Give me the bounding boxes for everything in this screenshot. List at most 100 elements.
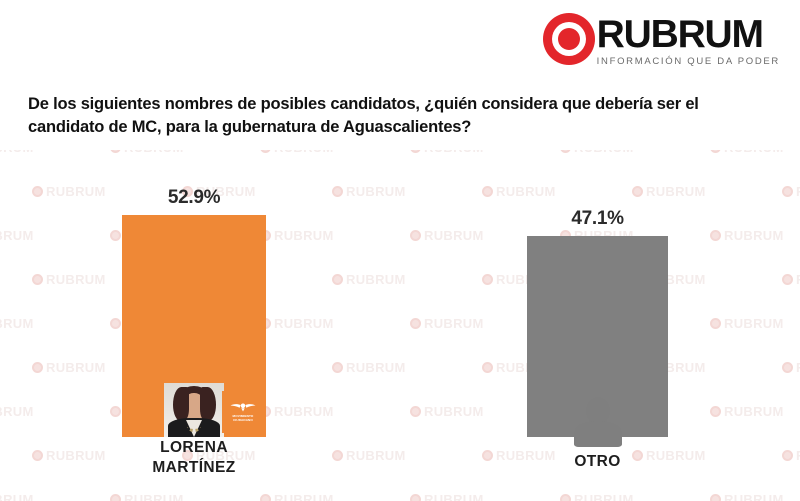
bar-lorena-martinez[interactable]: 52.9% MOVIMIENTO CIU [122, 187, 266, 437]
watermark-item: RUBRUM [482, 184, 556, 199]
watermark-item: RUBRUM [0, 492, 34, 501]
watermark-item: RUBRUM [410, 150, 484, 155]
watermark-item: RUBRUM [332, 184, 406, 199]
watermark-text: RUBRUM [46, 448, 106, 463]
watermark-item: RUBRUM [710, 404, 784, 419]
watermark-item: RUBRUM [782, 360, 800, 375]
watermark-text: RUBRUM [274, 316, 334, 331]
watermark-text: RUBRUM [0, 492, 34, 501]
watermark-text: RUBRUM [646, 184, 706, 199]
target-bullseye-icon [332, 274, 343, 285]
target-bullseye-icon [782, 362, 793, 373]
target-bullseye-icon [482, 362, 493, 373]
bar-value-lorena: 52.9% [167, 187, 221, 208]
target-bullseye-icon [782, 450, 793, 461]
watermark-item: RUBRUM [32, 272, 106, 287]
watermark-item: RUBRUM [710, 492, 784, 501]
target-bullseye-icon [332, 450, 343, 461]
watermark-text: RUBRUM [796, 448, 800, 463]
watermark-item: RUBRUM [182, 184, 256, 199]
bar-label-otro: OTRO [527, 452, 668, 472]
watermark-text: RUBRUM [496, 448, 556, 463]
bar-otro[interactable]: 47.1% [527, 208, 668, 447]
watermark-item: RUBRUM [0, 404, 34, 419]
watermark-item: RUBRUM [32, 184, 106, 199]
target-bullseye-icon [182, 186, 193, 197]
target-bullseye-icon [782, 186, 793, 197]
watermark-item: RUBRUM [632, 448, 706, 463]
watermark-item: RUBRUM [332, 272, 406, 287]
watermark-item: RUBRUM [632, 184, 706, 199]
watermark-item: RUBRUM [710, 228, 784, 243]
target-bullseye-icon [32, 186, 43, 197]
chart-area: RUBRUM RUBRUM RUBRUM RUBRUM RUBRUM RUBRUM RUBR… [0, 150, 800, 501]
bar-label-lorena: LORENA MARTÍNEZ [102, 438, 286, 478]
watermark-text: RUBRUM [796, 272, 800, 287]
watermark-text: RUBRUM [424, 404, 484, 419]
watermark-text: RUBRUM [796, 184, 800, 199]
watermark-item: RUBRUM [110, 150, 184, 155]
watermark-text: RUBRUM [274, 150, 334, 155]
watermark-item: RUBRUM [410, 404, 484, 419]
mc-logo-line2: CIUDADANO [233, 418, 253, 422]
target-bullseye-icon [410, 406, 421, 417]
watermark-item: RUBRUM [782, 184, 800, 199]
watermark-text: RUBRUM [724, 228, 784, 243]
bar-chart: 52.9% MOVIMIENTO CIU [0, 150, 800, 501]
watermark-text: RUBRUM [424, 228, 484, 243]
watermark-text: RUBRUM [724, 492, 784, 501]
target-bullseye-icon [410, 230, 421, 241]
watermark-text: RUBRUM [724, 150, 784, 155]
watermark-item: RUBRUM [0, 228, 34, 243]
target-bullseye-icon [110, 230, 121, 241]
watermark-item: RUBRUM [182, 448, 256, 463]
watermark-item: RUBRUM [32, 360, 106, 375]
target-bullseye-icon [110, 494, 121, 501]
watermark-text: RUBRUM [346, 184, 406, 199]
watermark-item: RUBRUM [0, 316, 34, 331]
target-bullseye-icon [782, 274, 793, 285]
bar-value-otro: 47.1% [571, 208, 624, 229]
watermark-item: RUBRUM [482, 448, 556, 463]
watermark-text: RUBRUM [0, 316, 34, 331]
target-bullseye-icon [32, 450, 43, 461]
watermark-text: RUBRUM [124, 150, 184, 155]
watermark-item: RUBRUM [332, 360, 406, 375]
target-bullseye-icon [182, 450, 193, 461]
watermark-item: RUBRUM [260, 492, 334, 501]
watermark-text: RUBRUM [646, 448, 706, 463]
target-bullseye-icon [410, 494, 421, 501]
brand-text-block: RUBRUM INFORMACIÓN QUE DA PODER [596, 12, 782, 68]
target-bullseye-icon [32, 362, 43, 373]
watermark-text: RUBRUM [274, 404, 334, 419]
watermark-text: RUBRUM [46, 184, 106, 199]
bar-label-lorena-line1: LORENA [160, 439, 228, 456]
watermark-text: RUBRUM [424, 492, 484, 501]
target-bullseye-icon [482, 450, 493, 461]
target-bullseye-icon [710, 230, 721, 241]
watermark-text: RUBRUM [0, 150, 34, 155]
target-bullseye-icon [110, 318, 121, 329]
watermark-text: RUBRUM [196, 184, 256, 199]
watermark-text: RUBRUM [574, 492, 634, 501]
watermark-text: RUBRUM [346, 448, 406, 463]
target-bullseye-icon [632, 450, 643, 461]
watermark-text: RUBRUM [346, 360, 406, 375]
watermark-item: RUBRUM [782, 272, 800, 287]
watermark-item: RUBRUM [710, 150, 784, 155]
person-silhouette-icon [572, 397, 624, 447]
watermark-text: RUBRUM [124, 492, 184, 501]
watermark-text: RUBRUM [496, 184, 556, 199]
watermark-item: RUBRUM [560, 492, 634, 501]
watermark-text: RUBRUM [196, 448, 256, 463]
brand-tagline: INFORMACIÓN QUE DA PODER [596, 56, 780, 67]
watermark-text: RUBRUM [0, 228, 34, 243]
watermark-item: RUBRUM [110, 492, 184, 501]
watermark-item: RUBRUM [410, 316, 484, 331]
brand-name: RUBRUM [596, 13, 764, 56]
target-bullseye-icon [710, 318, 721, 329]
watermark-item: RUBRUM [260, 150, 334, 155]
target-bullseye-icon [710, 494, 721, 501]
candidate-portrait [164, 383, 224, 437]
mc-party-logo: MOVIMIENTO CIUDADANO [222, 391, 264, 433]
